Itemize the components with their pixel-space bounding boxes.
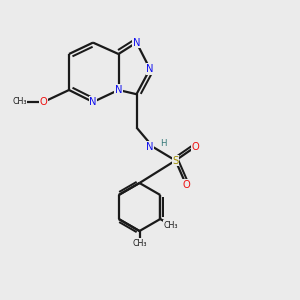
- Text: N: N: [146, 64, 154, 74]
- Text: CH₃: CH₃: [164, 220, 178, 230]
- Text: S: S: [172, 155, 178, 166]
- Text: N: N: [146, 142, 154, 152]
- Text: N: N: [89, 97, 97, 107]
- Text: H: H: [160, 139, 167, 148]
- Text: O: O: [40, 97, 47, 107]
- Text: N: N: [133, 38, 140, 48]
- Text: CH₃: CH₃: [132, 238, 147, 247]
- Text: O: O: [182, 179, 190, 190]
- Text: N: N: [115, 85, 122, 95]
- Text: CH₃: CH₃: [12, 98, 27, 106]
- Text: O: O: [191, 142, 199, 152]
